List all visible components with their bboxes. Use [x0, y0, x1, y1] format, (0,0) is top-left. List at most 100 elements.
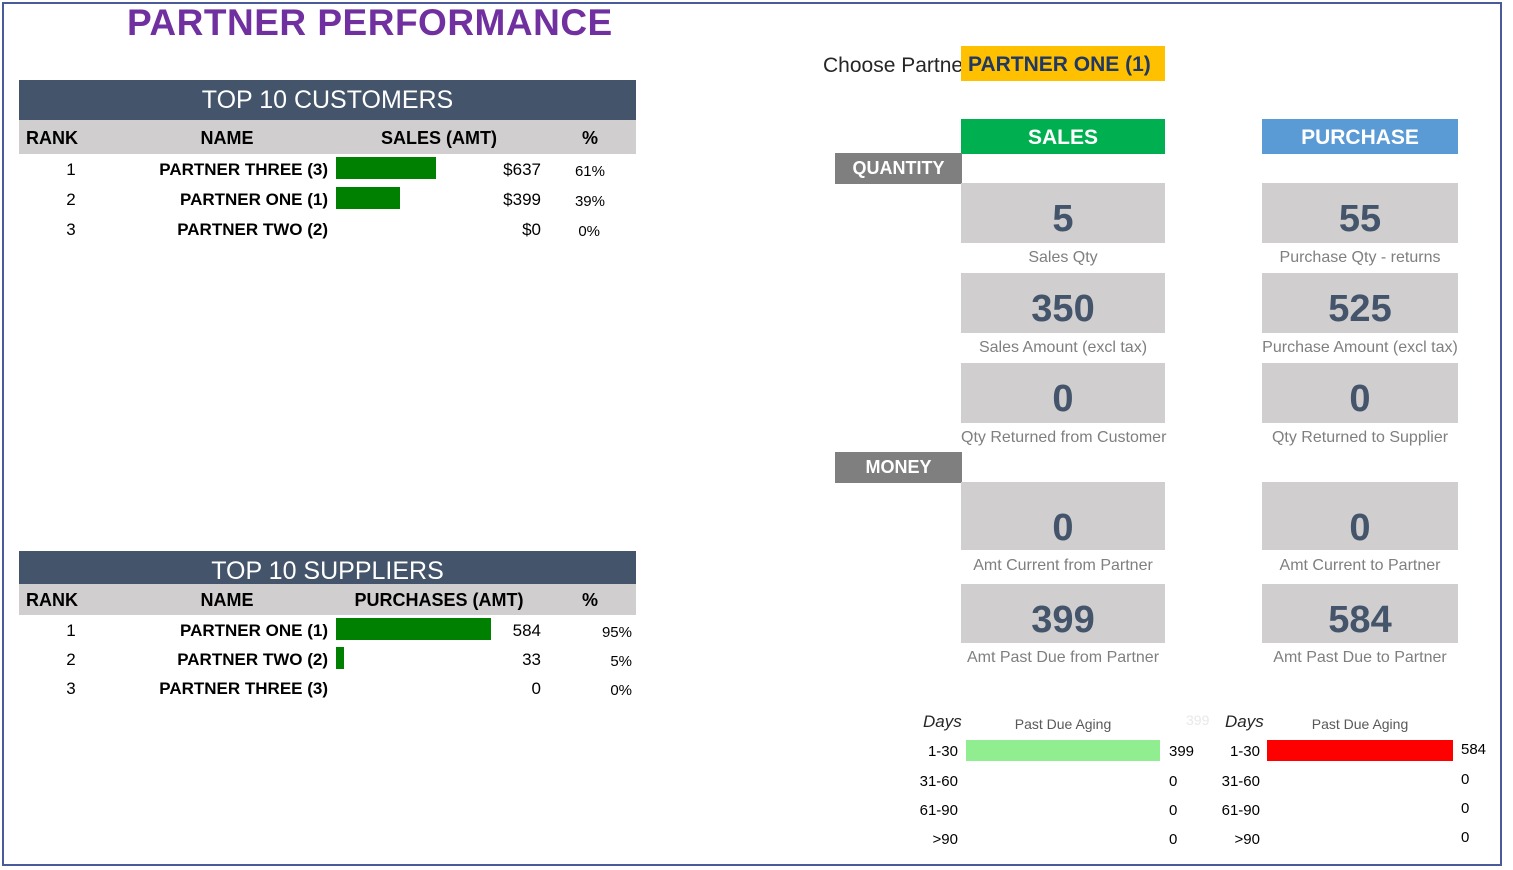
purchase-aging-value: 584 [1461, 741, 1487, 758]
purchases-bar [336, 647, 344, 669]
choose-partner-label: Choose Partner [823, 54, 971, 77]
purchases-bar [336, 618, 491, 640]
aging-bucket-label: 1-30 [927, 743, 958, 760]
purchases-amt-header: PURCHASES (AMT) [354, 590, 524, 610]
row-pct: 95% [601, 624, 632, 641]
qty-returned-customer-label: Qty Returned from Customer [961, 429, 1167, 446]
sales-qty-label: Sales Qty [1028, 249, 1098, 266]
money-section-tag: MONEY [835, 452, 962, 483]
row-amount: $0 [522, 220, 541, 239]
sales-amount-label: Sales Amount (excl tax) [978, 339, 1148, 356]
sales-aging-value: 399 [1169, 743, 1195, 760]
sales-aging-title: Past Due Aging [1014, 716, 1112, 732]
customers-table: TOP 10 CUSTOMERS RANK NAME SALES (AMT) % [19, 80, 636, 154]
row-name: PARTNER TWO (2) [177, 220, 328, 239]
amt-past-due-from-partner-value: 399 [961, 584, 1165, 643]
row-pct: 39% [574, 193, 605, 210]
row-amount: 0 [531, 679, 541, 698]
rank-header: RANK [26, 590, 78, 610]
purchase-aging-bar [1267, 740, 1453, 761]
aging-bucket-label: 31-60 [1221, 773, 1260, 790]
sales-aging-value: 0 [1169, 831, 1178, 848]
suppliers-title: TOP 10 SUPPLIERS [19, 551, 636, 585]
name-header: NAME [200, 590, 254, 610]
row-pct: 61% [574, 163, 605, 180]
sales-aging-ghost-max: 399 [1186, 712, 1210, 728]
table-row[interactable]: 3 PARTNER THREE (3) 0 0% [19, 673, 636, 702]
sales-bar [336, 187, 400, 209]
table-row[interactable]: 2 PARTNER TWO (2) 33 5% [19, 644, 636, 673]
purchase-qty-value: 55 [1262, 183, 1458, 243]
row-name: PARTNER ONE (1) [180, 190, 328, 209]
sales-column-header: SALES [961, 119, 1165, 154]
sales-aging-value: 0 [1169, 802, 1178, 819]
purchase-amount-label: Purchase Amount (excl tax) [1262, 339, 1458, 356]
table-row[interactable]: 1 PARTNER THREE (3) $637 61% [19, 154, 636, 184]
amt-past-due-to-partner-label: Amt Past Due to Partner [1273, 649, 1447, 666]
sales-amt-header: SALES (AMT) [381, 128, 497, 148]
amt-current-from-partner-label: Amt Current from Partner [973, 557, 1153, 574]
row-rank: 2 [66, 190, 76, 209]
qty-returned-supplier-label: Qty Returned to Supplier [1271, 429, 1449, 446]
qty-returned-customer-value: 0 [961, 363, 1165, 423]
page-title: PARTNER PERFORMANCE [127, 2, 613, 43]
table-row[interactable]: 2 PARTNER ONE (1) $399 39% [19, 184, 636, 214]
amt-past-due-from-partner-label: Amt Past Due from Partner [966, 649, 1160, 666]
row-amount: $637 [503, 160, 541, 179]
purchase-amount-value: 525 [1262, 273, 1458, 333]
row-amount: $399 [503, 190, 541, 209]
table-row[interactable]: 3 PARTNER TWO (2) $0 0% [19, 214, 636, 244]
aging-bucket-label: 31-60 [919, 773, 958, 790]
suppliers-table: TOP 10 SUPPLIERS RANK NAME PURCHASES (AM… [19, 551, 636, 615]
sales-aging-value: 0 [1169, 773, 1178, 790]
row-amount: 33 [522, 650, 541, 669]
row-name: PARTNER ONE (1) [180, 621, 328, 640]
name-header: NAME [200, 128, 254, 148]
table-row[interactable]: 1 PARTNER ONE (1) 584 95% [19, 615, 636, 644]
aging-bucket-label: 61-90 [919, 802, 958, 819]
purchase-qty-label: Purchase Qty - returns [1279, 249, 1441, 266]
aging-bucket-label: >90 [932, 831, 958, 848]
row-rank: 3 [66, 220, 76, 239]
suppliers-header: RANK NAME PURCHASES (AMT) % [19, 584, 636, 615]
row-amount: 584 [512, 621, 541, 640]
pct-header: % [581, 128, 599, 148]
amt-current-to-partner-label: Amt Current to Partner [1279, 557, 1441, 574]
purchase-aging-value: 0 [1461, 829, 1470, 846]
aging-bucket-label: 61-90 [1221, 802, 1260, 819]
row-rank: 1 [66, 160, 76, 179]
purchase-days-label: Days [1225, 712, 1264, 731]
amt-current-to-partner-value: 0 [1262, 482, 1458, 550]
customers-title: TOP 10 CUSTOMERS [19, 80, 636, 120]
sales-aging-bar [966, 740, 1160, 761]
rank-header: RANK [26, 128, 78, 148]
row-name: PARTNER THREE (3) [159, 160, 328, 179]
sales-bar [336, 157, 436, 179]
row-name: PARTNER THREE (3) [159, 679, 328, 698]
row-pct: 0% [610, 682, 632, 699]
aging-bucket-label: 1-30 [1229, 743, 1260, 760]
row-rank: 2 [66, 650, 76, 669]
amt-current-from-partner-value: 0 [961, 482, 1165, 550]
quantity-section-tag: QUANTITY [835, 153, 962, 184]
row-pct: 5% [610, 653, 632, 670]
row-name: PARTNER TWO (2) [177, 650, 328, 669]
suppliers-rows: 1 PARTNER ONE (1) 584 95% 2 PARTNER TWO … [19, 615, 636, 705]
partner-select[interactable]: PARTNER ONE (1) [961, 46, 1165, 81]
customers-rows: 1 PARTNER THREE (3) $637 61% 2 PARTNER O… [19, 154, 636, 244]
customers-header: RANK NAME SALES (AMT) % [19, 120, 636, 154]
aging-bucket-label: >90 [1234, 831, 1260, 848]
purchase-aging-value: 0 [1461, 800, 1470, 817]
qty-returned-supplier-value: 0 [1262, 363, 1458, 423]
row-pct: 0% [578, 223, 600, 240]
sales-qty-value: 5 [961, 183, 1165, 243]
pct-header: % [581, 590, 599, 610]
purchase-column-header: PURCHASE [1262, 119, 1458, 154]
sales-amount-value: 350 [961, 273, 1165, 333]
row-rank: 3 [66, 679, 76, 698]
row-rank: 1 [66, 621, 76, 640]
amt-past-due-to-partner-value: 584 [1262, 584, 1458, 643]
sales-days-label: Days [923, 712, 962, 731]
purchase-aging-value: 0 [1461, 771, 1470, 788]
